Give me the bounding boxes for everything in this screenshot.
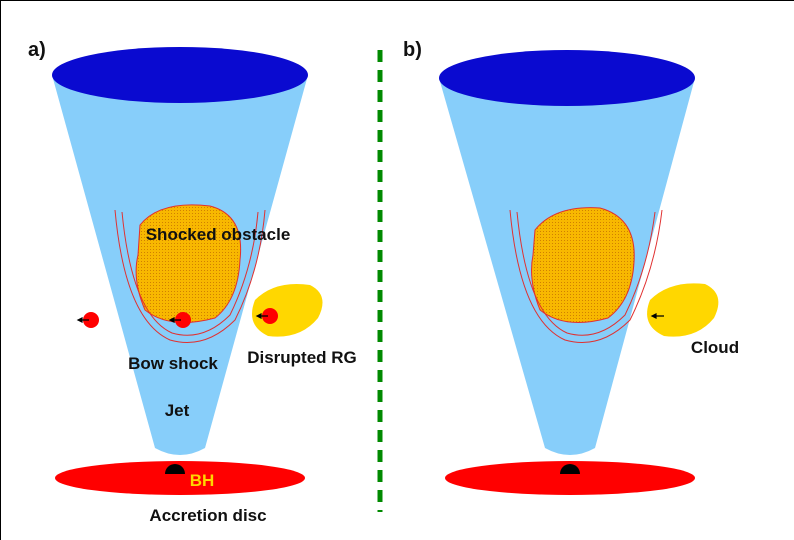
jet-head (439, 50, 695, 106)
obstacle (532, 208, 635, 323)
bh-label: BH (190, 471, 215, 490)
obstacle-label: Shocked obstacle (146, 225, 291, 244)
cloud-label: Cloud (691, 338, 739, 357)
diagram: a) Shocked obstacle Bow shock Disrupted … (0, 0, 794, 540)
panel-a: a) Shocked obstacle Bow shock Disrupted … (28, 39, 357, 525)
page: {"panel_a": {"label": "a)", "obstacle": … (0, 0, 794, 540)
obstacle (136, 205, 241, 323)
disrupted-label: Disrupted RG (247, 348, 357, 367)
panel-b: b) Cloud (403, 39, 739, 495)
disrupted-rg-blob (252, 284, 323, 337)
panel-label: a) (28, 39, 46, 61)
bow-shock-label: Bow shock (128, 354, 218, 373)
disc-label: Accretion disc (149, 506, 266, 525)
panel-label: b) (403, 39, 422, 61)
jet-label: Jet (165, 401, 190, 420)
cloud-blob (647, 283, 718, 336)
jet-head (52, 47, 308, 103)
